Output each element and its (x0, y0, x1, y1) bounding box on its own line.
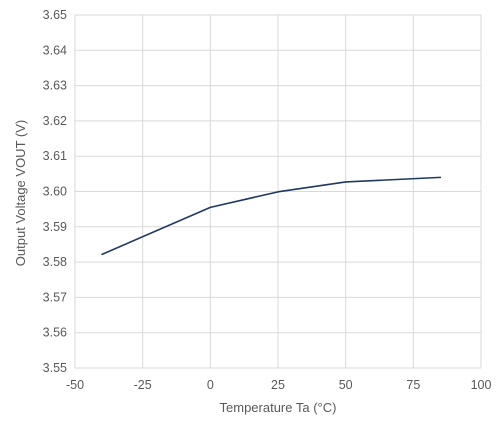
x-tick-label: -25 (134, 378, 152, 392)
x-tick-label: 50 (339, 378, 353, 392)
x-axis-title: Temperature Ta (°C) (220, 400, 337, 415)
y-tick-label: 3.64 (43, 43, 67, 57)
x-tick-label: 100 (471, 378, 492, 392)
x-tick-label: 25 (271, 378, 285, 392)
y-tick-label: 3.57 (43, 290, 67, 304)
y-tick-label: 3.62 (43, 114, 67, 128)
x-tick-label: -50 (66, 378, 84, 392)
y-tick-label: 3.60 (43, 185, 67, 199)
y-tick-label: 3.59 (43, 220, 67, 234)
y-tick-label: 3.65 (43, 8, 67, 22)
y-tick-labels: 3.55 3.56 3.57 3.58 3.59 3.60 3.61 3.62 3.63 3.64… (43, 8, 67, 375)
y-tick-label: 3.56 (43, 326, 67, 340)
series-layer (101, 176, 442, 256)
y-tick-label: 3.55 (43, 361, 67, 375)
y-tick-label: 3.63 (43, 79, 67, 93)
y-tick-label: 3.58 (43, 255, 67, 269)
x-tick-label: 75 (406, 378, 420, 392)
x-tick-label: 0 (207, 378, 214, 392)
y-tick-label: 3.61 (43, 149, 67, 163)
y-axis-title: Output Voltage VOUT (V) (13, 120, 28, 266)
x-tick-labels: -50 -25 0 25 50 75 100 (66, 378, 492, 392)
series-line (101, 176, 442, 256)
